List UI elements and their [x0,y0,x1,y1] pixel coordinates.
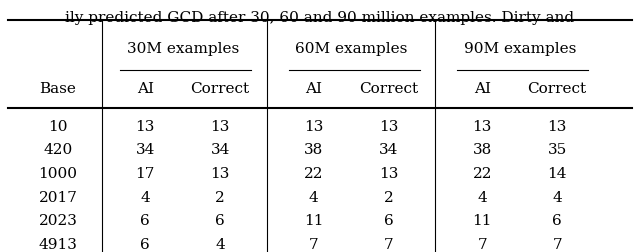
Text: Correct: Correct [191,82,250,96]
Text: 11: 11 [304,214,323,228]
Text: 4: 4 [309,191,319,205]
Text: 7: 7 [477,238,487,252]
Text: 13: 13 [472,120,492,134]
Text: 4: 4 [215,238,225,252]
Text: 2017: 2017 [38,191,77,205]
Text: 6: 6 [384,214,394,228]
Text: 34: 34 [136,143,155,157]
Text: 90M examples: 90M examples [463,42,576,56]
Text: 2: 2 [215,191,225,205]
Text: 13: 13 [211,167,230,181]
Text: 13: 13 [304,120,323,134]
Text: 420: 420 [44,143,72,157]
Text: AI: AI [305,82,323,96]
Text: 60M examples: 60M examples [295,42,408,56]
Text: 7: 7 [384,238,394,252]
Text: 22: 22 [304,167,323,181]
Text: 4: 4 [552,191,562,205]
Text: 13: 13 [379,120,398,134]
Text: 7: 7 [552,238,562,252]
Text: 4913: 4913 [38,238,77,252]
Text: AI: AI [137,82,154,96]
Text: 6: 6 [140,214,150,228]
Text: 4: 4 [477,191,487,205]
Text: 6: 6 [215,214,225,228]
Text: 4: 4 [140,191,150,205]
Text: 7: 7 [309,238,319,252]
Text: 38: 38 [304,143,323,157]
Text: 14: 14 [547,167,567,181]
Text: 13: 13 [211,120,230,134]
Text: AI: AI [474,82,491,96]
Text: 11: 11 [472,214,492,228]
Text: 17: 17 [136,167,155,181]
Text: 30M examples: 30M examples [127,42,239,56]
Text: 13: 13 [547,120,567,134]
Text: 13: 13 [379,167,398,181]
Text: 1000: 1000 [38,167,77,181]
Text: 34: 34 [379,143,398,157]
Text: 13: 13 [136,120,155,134]
Text: Correct: Correct [527,82,587,96]
Text: 35: 35 [548,143,567,157]
Text: ily predicted GCD after 30, 60 and 90 million examples. Dirty and: ily predicted GCD after 30, 60 and 90 mi… [65,11,575,25]
Text: Base: Base [40,82,76,96]
Text: 6: 6 [552,214,562,228]
Text: 6: 6 [140,238,150,252]
Text: 2023: 2023 [38,214,77,228]
Text: Correct: Correct [359,82,418,96]
Text: 2: 2 [384,191,394,205]
Text: 34: 34 [211,143,230,157]
Text: 38: 38 [473,143,492,157]
Text: 10: 10 [48,120,68,134]
Text: 22: 22 [472,167,492,181]
